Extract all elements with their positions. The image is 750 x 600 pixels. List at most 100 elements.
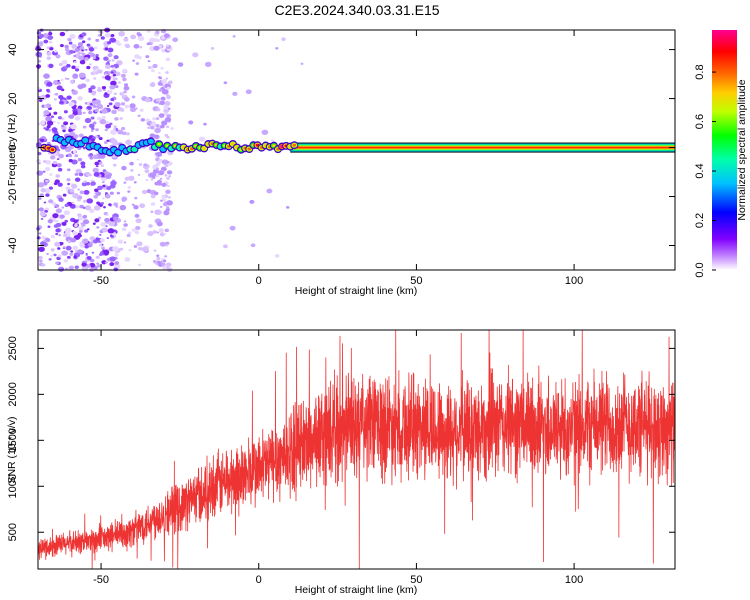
spectrogram-cell (40, 217, 44, 221)
spectrogram-cell (133, 205, 139, 210)
snr-panel: -50 0 50 100 500 1000 1500 2000 2500 Height of … (6, 329, 676, 596)
spectrogram-cell (91, 138, 96, 142)
spectrogram-cell (112, 246, 119, 252)
spectrogram-cell (85, 78, 90, 83)
spectrogram-cell (125, 132, 130, 136)
spectrogram-cell (113, 202, 118, 206)
spectrogram-cell (123, 220, 127, 223)
ridge-blob-core (50, 148, 55, 152)
spectrogram-cell (80, 164, 86, 169)
spectrogram-cell (109, 256, 116, 262)
spectrogram-cell (149, 82, 156, 88)
spectrogram-cell (155, 161, 161, 166)
spectrogram-cell (137, 114, 141, 118)
spectrogram-cell (266, 188, 273, 194)
spectrogram-cell (82, 111, 86, 115)
spectrogram-cell (47, 35, 54, 40)
spectrogram-cell (58, 197, 64, 202)
spectrogram-cell (95, 135, 99, 138)
spectrogram-cell (250, 243, 256, 248)
spectrogram-cell (54, 92, 59, 96)
spectrogram-cell (153, 134, 160, 140)
spectrogram-cell (94, 161, 100, 166)
spectrogram-cell (52, 213, 58, 218)
spectrogram-cell (137, 263, 142, 267)
spectrogram-cell (113, 92, 117, 95)
spectrogram-cell (70, 237, 77, 243)
spectrogram-cell (198, 136, 206, 142)
spectrogram-cell (69, 188, 75, 193)
spectrogram-cell (160, 96, 166, 101)
spectrogram-cell (69, 131, 76, 137)
spectrogram-cell (113, 127, 117, 131)
spectrogram-cell (104, 33, 111, 38)
snr-x-axis-title: Height of straight line (km) (295, 584, 418, 596)
spectrogram-cell (90, 181, 96, 186)
spectrogram-cell (95, 53, 99, 57)
spectrogram-cell (154, 152, 158, 155)
spectrogram-cell (73, 219, 78, 223)
spectrogram-cell (41, 235, 46, 240)
spectrogram-cell (149, 172, 157, 178)
snr-frame (37, 329, 676, 570)
spectrogram-cell (99, 233, 102, 236)
spectrogram-cell (147, 60, 151, 63)
spectrogram-cell (100, 202, 104, 205)
spectrogram-cell (84, 117, 92, 124)
spectrogram-cell (68, 49, 74, 54)
spectrogram-panel: -50 0 50 100 -40 -20 0 20 40 Height of straight… (6, 27, 676, 297)
spectrogram-cell (50, 254, 53, 257)
spectrogram-cell (68, 41, 73, 45)
spectrogram-cell (38, 246, 45, 252)
spectrogram-cell (156, 167, 159, 171)
spectrogram-cell (122, 69, 127, 74)
snr-series (37, 330, 676, 569)
spectrogram-cell (99, 118, 107, 125)
spectrogram-cell (153, 249, 157, 252)
spectrogram-cell (149, 125, 155, 130)
snr-y-tick-label: 1500 (7, 428, 19, 452)
spectrogram-cell (86, 198, 94, 204)
spectrogram-cell (92, 56, 97, 60)
spectrogram-cell (68, 246, 72, 250)
spectrogram-cell (97, 116, 102, 121)
spectrogram-cell (64, 203, 69, 208)
spectrogram-cell (78, 226, 84, 231)
spectrogram-cell (38, 232, 42, 235)
spectrogram-cell (245, 89, 252, 95)
spectrogram-cell (134, 72, 139, 76)
snr-y-tick-label: 2000 (7, 382, 19, 406)
spectrogram-cell (71, 90, 78, 96)
snr-x-tick-label: 100 (565, 574, 583, 586)
spectrogram-cell (153, 191, 159, 196)
spectrogram-cell (161, 194, 166, 199)
spectrogram-x-tick-label: 50 (410, 275, 422, 287)
spectrogram-cell (164, 174, 168, 177)
spectrogram-cell (163, 105, 169, 110)
spectrogram-cell (93, 172, 100, 177)
spectrogram-cell (132, 59, 135, 62)
spectrogram-cell (147, 231, 154, 237)
spectrogram-cell (97, 86, 101, 89)
spectrogram-cell (49, 173, 53, 176)
spectrogram-cell (46, 81, 53, 87)
spectrogram-cell (161, 159, 169, 165)
spectrogram-cell (66, 77, 70, 80)
spectrogram-cell (134, 196, 138, 200)
spectrogram-cell (77, 198, 81, 202)
spectrogram-cell (92, 222, 96, 225)
spectrogram-cell (59, 266, 62, 269)
spectrogram-cell (71, 183, 78, 189)
spectrogram-cell (150, 121, 157, 127)
spectrogram-cell (137, 35, 145, 42)
snr-y-tick-label: 1000 (7, 474, 19, 498)
spectrogram-cell (122, 131, 127, 136)
spectrogram-cell (74, 154, 79, 158)
spectrogram-cell (160, 66, 164, 70)
spectrogram-cell (156, 254, 160, 257)
snr-x-tick-label: 0 (256, 574, 262, 586)
spectrogram-cell (86, 65, 91, 70)
spectrogram-cell (89, 63, 92, 66)
spectrogram-cell (101, 108, 108, 114)
spectrogram-cell (113, 163, 117, 167)
